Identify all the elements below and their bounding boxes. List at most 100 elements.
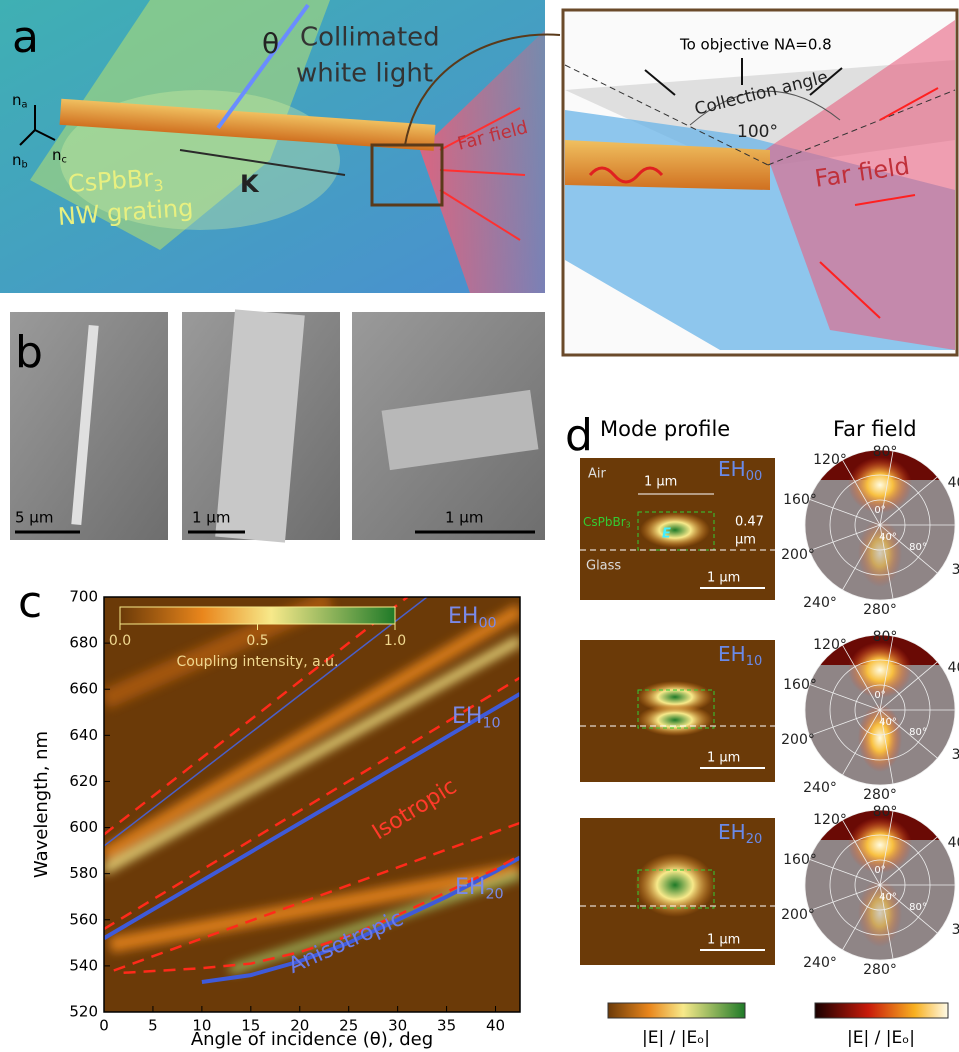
mode-name-sub: 10	[746, 654, 763, 669]
axis-name-sub: c	[62, 155, 67, 166]
colorbar-label: Coupling intensity, a.u.	[176, 654, 338, 670]
x-tick-label: 35	[437, 1017, 456, 1035]
polar-label: 40°	[879, 717, 897, 728]
polar-label: 40°	[948, 835, 959, 851]
polar-label: 120°	[813, 452, 847, 468]
polar-label: 160°	[783, 677, 817, 693]
polar-label: 240°	[803, 955, 837, 971]
scale-bar: 1 μm	[707, 933, 740, 948]
panel-a-inset	[563, 10, 957, 355]
y-tick-label: 640	[69, 726, 98, 744]
mode-name-base: EH	[718, 642, 746, 666]
axis-name-base: n	[52, 146, 62, 164]
polar-plot	[805, 810, 955, 960]
polar-label: 80°	[909, 542, 927, 553]
curve-label-sub: 20	[485, 887, 503, 903]
column-title: Mode profile	[600, 417, 730, 441]
x-tick-label: 40	[486, 1017, 505, 1035]
mode-name-base: EH	[718, 457, 746, 481]
k-vector: K	[240, 170, 260, 198]
colorbar	[120, 607, 395, 624]
curve-label-base: EH	[452, 704, 482, 729]
scale-bar: 1 μm	[445, 509, 483, 527]
scale-bar: 1 μm	[192, 509, 230, 527]
polar-plot	[805, 635, 955, 785]
polar-plot	[805, 450, 955, 600]
polar-label: 0°	[874, 690, 885, 701]
colorbar-tick-label: 0.0	[109, 633, 131, 649]
polar-hotspot	[858, 519, 902, 587]
angle: 100°	[737, 122, 778, 142]
polar-label: 280°	[863, 787, 897, 803]
x-tick-label: 0	[99, 1017, 109, 1035]
objective: To objective NA=0.8	[679, 36, 832, 54]
material-sub: 3	[153, 176, 164, 195]
polar-label: 160°	[783, 852, 817, 868]
polar-label: 40°	[879, 892, 897, 903]
polar-label: 320	[952, 747, 959, 763]
polar-label: 200°	[781, 907, 815, 923]
light-text: white light	[296, 59, 433, 89]
dimension: 1 μm	[644, 475, 677, 490]
panel-label: a	[12, 12, 39, 63]
polar-label: 160°	[783, 492, 817, 508]
panel-label: c	[18, 577, 42, 628]
medium-base: CsPbBr	[583, 515, 626, 529]
polar-label: 120°	[813, 812, 847, 828]
polar-label: 0°	[874, 505, 885, 516]
y-tick-label: 540	[69, 956, 98, 974]
x-tick-label: 5	[148, 1017, 158, 1035]
polar-hotspot	[858, 879, 902, 947]
mode-name-sub: 20	[746, 832, 763, 847]
colorbar-label: |E| / |Eₒ|	[642, 1028, 710, 1048]
polar-label: 320	[952, 562, 959, 578]
polar-label: 80°	[873, 444, 898, 460]
light-text: Collimated	[300, 23, 440, 53]
polar-label: 240°	[803, 780, 837, 796]
axis-name-sub: a	[22, 100, 28, 111]
column-title: Far field	[833, 417, 917, 441]
axis-name-sub: b	[22, 160, 28, 171]
field-vector: E	[662, 527, 671, 542]
polar-label: 320	[952, 922, 959, 938]
polar-label: 200°	[781, 547, 815, 563]
mode-name-base: EH	[718, 820, 746, 844]
y-tick-label: 600	[69, 818, 98, 836]
scale-bar: 1 μm	[707, 751, 740, 766]
y-tick-label: 520	[69, 1003, 98, 1021]
curve-label-sub: 00	[478, 616, 496, 632]
polar-label: 0°	[874, 865, 885, 876]
polar-label: 40°	[948, 660, 959, 676]
theta: θ	[262, 27, 279, 60]
scale-bar: 5 μm	[15, 509, 53, 527]
y-tick-label: 660	[69, 680, 98, 698]
y-tick-label: 620	[69, 772, 98, 790]
polar-label: 40°	[948, 475, 959, 491]
polar-label: 280°	[863, 962, 897, 978]
polar-label: 80°	[873, 629, 898, 645]
medium: CsPbBr3	[583, 515, 631, 530]
curve-label-sub: 10	[482, 716, 500, 732]
polar-label: 80°	[909, 902, 927, 913]
colorbar-label: |E| / |Eₒ|	[847, 1028, 915, 1048]
panel-label: d	[565, 410, 593, 461]
medium-sub: 3	[626, 521, 631, 530]
polar-label: 80°	[909, 727, 927, 738]
scale-bar: 1 μm	[707, 571, 740, 586]
material-base: CsPbBr	[67, 164, 154, 198]
page: {"panel_a": {"label": "a", "theta": "θ",…	[0, 0, 959, 1052]
y-tick-label: 580	[69, 864, 98, 882]
y-tick-label: 560	[69, 910, 98, 928]
medium: Air	[588, 467, 607, 482]
axis-name-base: n	[12, 91, 22, 109]
y-tick-label: 680	[69, 634, 98, 652]
polar-label: 120°	[813, 637, 847, 653]
panel-label: b	[15, 327, 43, 378]
y-tick-label: 700	[69, 588, 98, 606]
curve-label-base: EH	[455, 875, 485, 900]
polar-label: 200°	[781, 732, 815, 748]
colorbar-tick-label: 0.5	[246, 633, 268, 649]
polar-label: 240°	[803, 595, 837, 611]
polar-label: 80°	[873, 804, 898, 820]
axis-name-base: n	[12, 151, 22, 169]
